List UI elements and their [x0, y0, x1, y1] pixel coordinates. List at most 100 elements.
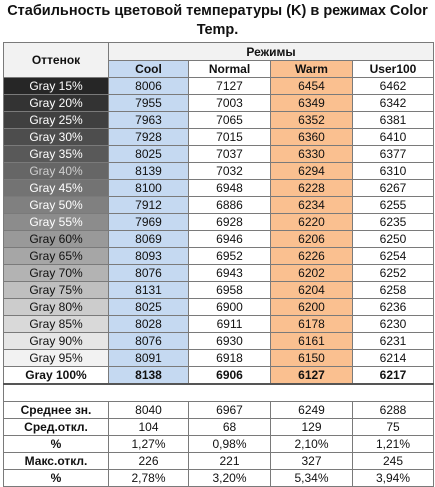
- cell-normal: 6930: [188, 332, 271, 350]
- cell-user100: 6377: [352, 145, 434, 163]
- cell-cool: 7912: [108, 196, 189, 214]
- stat-label: %: [3, 435, 109, 453]
- cell-cool: 8100: [108, 179, 189, 197]
- shade-label: Gray 15%: [3, 77, 109, 95]
- shade-label: Gray 95%: [3, 349, 109, 367]
- table-row: Gray 40% 8139 7032 6294 6310: [3, 162, 434, 180]
- cell-cool: 8006: [108, 77, 189, 95]
- cell-warm: 6454: [270, 77, 353, 95]
- table-row: Gray 55% 7969 6928 6220 6235: [3, 213, 434, 231]
- shade-label: Gray 40%: [3, 162, 109, 180]
- cell-normal: 7003: [188, 94, 271, 112]
- cell-normal: 6900: [188, 298, 271, 316]
- shade-label: Gray 20%: [3, 94, 109, 112]
- stat-cell-normal: 6967: [188, 401, 271, 419]
- cell-normal: 6911: [188, 315, 271, 333]
- cell-user100: 6342: [352, 94, 434, 112]
- cell-normal: 6958: [188, 281, 271, 299]
- stat-cell-user100: 75: [352, 418, 434, 436]
- cell-cool: 8138: [108, 366, 189, 385]
- stat-cell-cool: 226: [108, 452, 189, 470]
- cell-cool: 8076: [108, 264, 189, 282]
- shade-label: Gray 35%: [3, 145, 109, 163]
- shade-header: Оттенок: [3, 42, 109, 78]
- cell-user100: 6252: [352, 264, 434, 282]
- shade-label: Gray 45%: [3, 179, 109, 197]
- cell-user100: 6381: [352, 111, 434, 129]
- cell-user100: 6410: [352, 128, 434, 146]
- stat-label: Среднее зн.: [3, 401, 109, 419]
- stat-label: Макс.откл.: [3, 452, 109, 470]
- table-row: Gray 75% 8131 6958 6204 6258: [3, 281, 434, 299]
- stat-cell-warm: 2,10%: [270, 435, 353, 453]
- table-row: Gray 25% 7963 7065 6352 6381: [3, 111, 434, 129]
- stat-cell-warm: 5,34%: [270, 469, 353, 487]
- cell-warm: 6228: [270, 179, 353, 197]
- stat-cell-cool: 1,27%: [108, 435, 189, 453]
- table-row: Gray 65% 8093 6952 6226 6254: [3, 247, 434, 265]
- table-row: Gray 50% 7912 6886 6234 6255: [3, 196, 434, 214]
- stat-cell-cool: 2,78%: [108, 469, 189, 487]
- cell-normal: 6946: [188, 230, 271, 248]
- stat-row: Макс.откл. 226 221 327 245: [3, 452, 434, 470]
- cell-normal: 6952: [188, 247, 271, 265]
- cell-user100: 6214: [352, 349, 434, 367]
- stat-cell-cool: 104: [108, 418, 189, 436]
- cell-user100: 6236: [352, 298, 434, 316]
- stat-cell-user100: 245: [352, 452, 434, 470]
- cell-warm: 6161: [270, 332, 353, 350]
- cell-cool: 8091: [108, 349, 189, 367]
- cell-warm: 6226: [270, 247, 353, 265]
- cell-user100: 6217: [352, 366, 434, 385]
- cell-user100: 6235: [352, 213, 434, 231]
- stat-cell-warm: 327: [270, 452, 353, 470]
- cell-warm: 6202: [270, 264, 353, 282]
- cell-normal: 7032: [188, 162, 271, 180]
- table-row: Gray 20% 7955 7003 6349 6342: [3, 94, 434, 112]
- table-row: Gray 95% 8091 6918 6150 6214: [3, 349, 434, 367]
- cell-user100: 6230: [352, 315, 434, 333]
- cell-user100: 6250: [352, 230, 434, 248]
- cell-cool: 8076: [108, 332, 189, 350]
- shade-label: Gray 70%: [3, 264, 109, 282]
- stat-label: %: [3, 469, 109, 487]
- table-row: Gray 100% 8138 6906 6127 6217: [3, 366, 434, 385]
- shade-label: Gray 80%: [3, 298, 109, 316]
- cell-user100: 6231: [352, 332, 434, 350]
- shade-label: Gray 50%: [3, 196, 109, 214]
- table-row: Gray 60% 8069 6946 6206 6250: [3, 230, 434, 248]
- cell-cool: 8131: [108, 281, 189, 299]
- cell-normal: 6948: [188, 179, 271, 197]
- stat-row: % 2,78% 3,20% 5,34% 3,94%: [3, 469, 434, 487]
- cell-normal: 7127: [188, 77, 271, 95]
- shade-label: Gray 90%: [3, 332, 109, 350]
- stat-cell-normal: 221: [188, 452, 271, 470]
- table-row: Gray 70% 8076 6943 6202 6252: [3, 264, 434, 282]
- cell-warm: 6352: [270, 111, 353, 129]
- stat-cell-user100: 3,94%: [352, 469, 434, 487]
- cell-normal: 6918: [188, 349, 271, 367]
- cell-warm: 6330: [270, 145, 353, 163]
- color-temp-table: Оттенок Режимы Cool Normal Warm User100 …: [3, 42, 434, 487]
- table-row: Gray 45% 8100 6948 6228 6267: [3, 179, 434, 197]
- cell-normal: 6906: [188, 366, 271, 385]
- cell-normal: 6886: [188, 196, 271, 214]
- cell-cool: 7969: [108, 213, 189, 231]
- stat-cell-normal: 0,98%: [188, 435, 271, 453]
- spacer-row: [3, 383, 434, 402]
- cell-cool: 8025: [108, 145, 189, 163]
- shade-label: Gray 25%: [3, 111, 109, 129]
- shade-label: Gray 100%: [3, 366, 109, 385]
- cell-warm: 6360: [270, 128, 353, 146]
- cell-warm: 6178: [270, 315, 353, 333]
- stat-cell-cool: 8040: [108, 401, 189, 419]
- stat-row: Среднее зн. 8040 6967 6249 6288: [3, 401, 434, 419]
- column-header-cool: Cool: [108, 60, 189, 78]
- cell-user100: 6267: [352, 179, 434, 197]
- table-row: Gray 30% 7928 7015 6360 6410: [3, 128, 434, 146]
- stat-cell-normal: 68: [188, 418, 271, 436]
- cell-warm: 6220: [270, 213, 353, 231]
- table-row: Gray 90% 8076 6930 6161 6231: [3, 332, 434, 350]
- cell-normal: 7037: [188, 145, 271, 163]
- cell-cool: 7955: [108, 94, 189, 112]
